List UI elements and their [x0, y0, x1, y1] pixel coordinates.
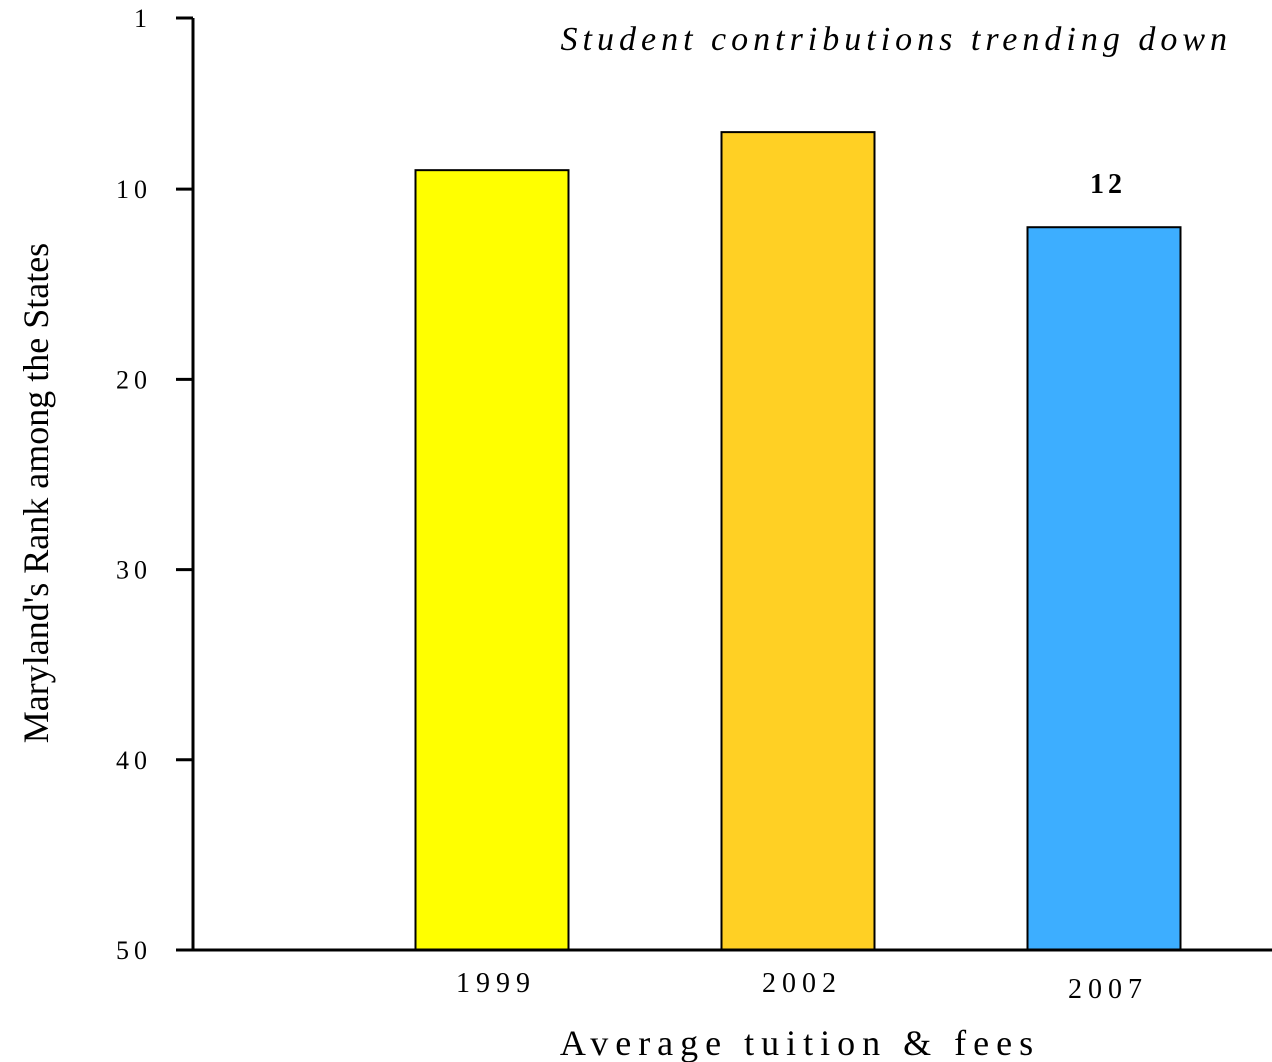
bar-2007	[1026, 226, 1182, 951]
x-tick-label-1999: 1999	[456, 968, 536, 999]
bar-2002	[720, 131, 876, 952]
y-tick-label-1: 1	[134, 4, 152, 33]
x-tick-label-2002: 2002	[762, 968, 842, 999]
bar-1999	[414, 169, 570, 951]
y-tick-label-30: 30	[116, 556, 152, 585]
data-label-2007: 12	[1090, 169, 1126, 200]
labels-layer: 12	[1090, 169, 1126, 200]
x-tick-label-2007: 2007	[1068, 974, 1148, 1005]
x-axis-title: Average tuition & fees	[560, 1023, 1040, 1062]
bars-layer	[414, 131, 1182, 952]
axes-layer: 1999 2002 2007 1 10 20 30 40 50	[116, 4, 1272, 1005]
y-axis-title: Maryland's Rank among the States	[16, 243, 56, 743]
chart-title: Student contributions trending down	[561, 21, 1232, 58]
y-tick-label-50: 50	[116, 936, 152, 965]
y-tick-label-40: 40	[116, 746, 152, 775]
y-tick-label-20: 20	[116, 365, 152, 394]
y-tick-label-10: 10	[116, 175, 152, 204]
